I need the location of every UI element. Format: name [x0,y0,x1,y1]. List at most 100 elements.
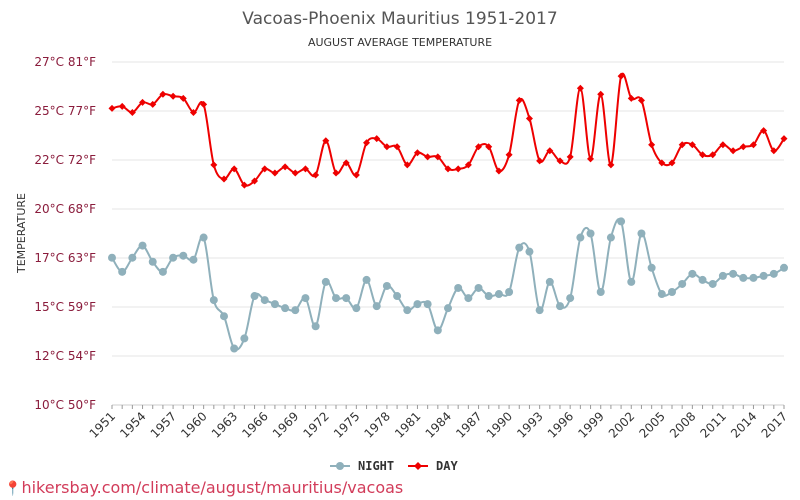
data-point-night[interactable] [637,229,646,238]
data-point-day[interactable] [760,127,768,135]
data-point-day[interactable] [627,94,635,102]
data-point-day[interactable] [271,169,279,177]
data-point-night[interactable] [138,241,147,250]
data-point-night[interactable] [535,306,544,315]
data-point-night[interactable] [230,344,239,353]
data-point-day[interactable] [312,171,320,179]
legend-item-night[interactable]: NIGHT [330,459,394,473]
source-footer[interactable]: 📍hikersbay.com/climate/august/mauritius/… [4,478,403,497]
data-point-day[interactable] [240,181,248,189]
data-point-night[interactable] [423,300,432,309]
data-point-day[interactable] [699,151,707,159]
data-point-night[interactable] [291,306,300,315]
data-point-night[interactable] [158,267,167,276]
data-point-day[interactable] [128,108,136,116]
data-point-day[interactable] [434,153,442,161]
data-point-night[interactable] [494,290,503,299]
data-point-day[interactable] [220,175,228,183]
data-point-day[interactable] [342,159,350,167]
data-point-night[interactable] [769,269,778,278]
data-point-day[interactable] [617,72,625,80]
data-point-day[interactable] [332,169,340,177]
data-point-night[interactable] [617,217,626,226]
data-point-day[interactable] [464,161,472,169]
data-point-night[interactable] [474,283,483,292]
data-point-day[interactable] [149,100,157,108]
data-point-night[interactable] [240,334,249,343]
data-point-night[interactable] [362,275,371,284]
data-point-day[interactable] [536,157,544,165]
data-point-night[interactable] [718,271,727,280]
data-point-night[interactable] [678,279,687,288]
data-point-night[interactable] [352,304,361,313]
data-point-day[interactable] [566,153,574,161]
data-point-day[interactable] [485,143,493,151]
data-point-day[interactable] [515,96,523,104]
legend[interactable]: NIGHT DAY [330,459,458,473]
data-point-night[interactable] [301,294,310,303]
data-point-day[interactable] [179,94,187,102]
data-point-night[interactable] [464,294,473,303]
data-point-night[interactable] [118,267,127,276]
data-point-day[interactable] [678,141,686,149]
data-point-day[interactable] [200,100,208,108]
data-point-night[interactable] [708,279,717,288]
data-point-night[interactable] [698,275,707,284]
data-point-night[interactable] [270,300,279,309]
data-point-day[interactable] [658,159,666,167]
data-point-day[interactable] [475,143,483,151]
data-point-night[interactable] [403,306,412,315]
data-point-night[interactable] [484,292,493,301]
data-point-day[interactable] [210,161,218,169]
data-point-night[interactable] [179,251,188,260]
data-point-day[interactable] [230,165,238,173]
data-point-day[interactable] [505,151,513,159]
data-point-day[interactable] [780,135,788,143]
data-point-day[interactable] [169,92,177,100]
data-point-day[interactable] [403,161,411,169]
data-point-day[interactable] [597,90,605,98]
data-point-day[interactable] [546,147,554,155]
data-point-night[interactable] [311,322,320,331]
data-point-day[interactable] [393,143,401,151]
data-point-day[interactable] [607,161,615,169]
source-link[interactable]: hikersbay.com/climate/august/mauritius/v… [21,478,404,497]
data-point-night[interactable] [382,281,391,290]
data-point-night[interactable] [525,247,534,256]
data-point-night[interactable] [454,283,463,292]
data-point-night[interactable] [780,263,788,272]
data-point-night[interactable] [433,326,442,335]
data-point-day[interactable] [719,141,727,149]
data-point-day[interactable] [668,159,676,167]
data-point-night[interactable] [556,302,564,311]
data-point-night[interactable] [586,229,595,238]
data-point-day[interactable] [444,165,452,173]
data-point-day[interactable] [281,163,289,171]
data-point-day[interactable] [383,143,391,151]
data-point-night[interactable] [372,302,381,311]
data-point-day[interactable] [251,177,259,185]
data-point-night[interactable] [220,312,228,321]
data-point-night[interactable] [729,269,738,278]
data-point-day[interactable] [139,98,147,106]
data-point-night[interactable] [759,271,768,280]
data-point-day[interactable] [373,135,381,143]
data-point-night[interactable] [668,288,676,297]
data-point-night[interactable] [128,253,137,262]
data-point-day[interactable] [159,90,167,98]
data-point-day[interactable] [688,141,696,149]
data-point-night[interactable] [515,243,524,252]
data-point-day[interactable] [770,147,778,155]
data-point-night[interactable] [189,255,198,264]
data-point-night[interactable] [108,253,116,262]
data-point-day[interactable] [729,147,737,155]
data-point-day[interactable] [352,171,360,179]
data-point-day[interactable] [739,143,747,151]
data-point-day[interactable] [118,102,126,110]
data-point-night[interactable] [281,304,290,313]
data-point-day[interactable] [189,108,197,116]
data-point-night[interactable] [393,292,402,301]
data-point-night[interactable] [148,257,157,266]
data-point-day[interactable] [556,157,564,165]
data-point-day[interactable] [424,153,432,161]
